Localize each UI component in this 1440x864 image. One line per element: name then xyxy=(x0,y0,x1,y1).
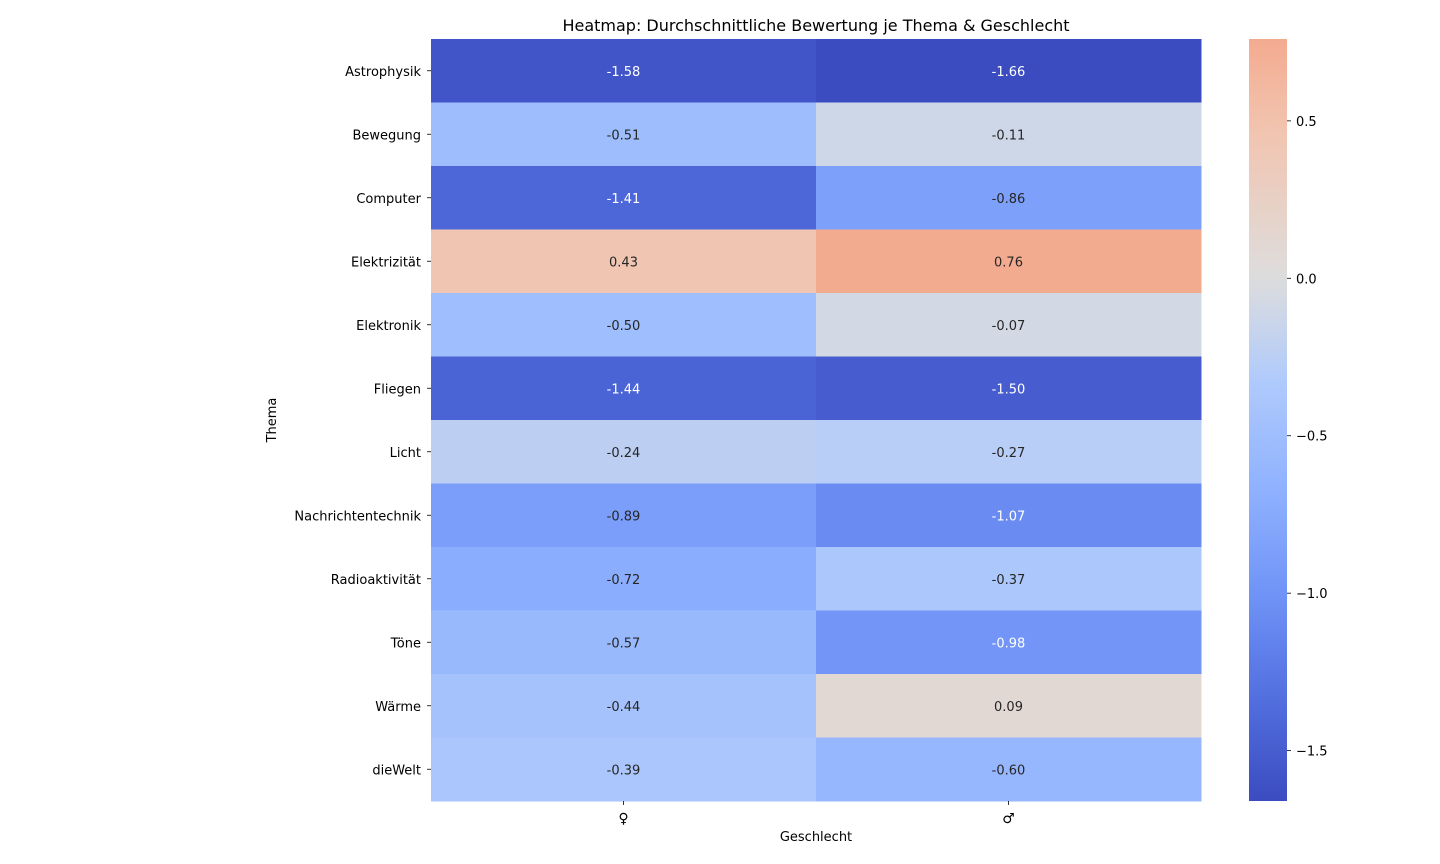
chart-title: Heatmap: Durchschnittliche Bewertung je … xyxy=(562,16,1069,35)
cell-value-label: -0.51 xyxy=(607,128,641,143)
cell-value-label: -0.44 xyxy=(607,700,641,715)
heatmap-cell xyxy=(431,420,817,484)
heatmap-cell xyxy=(431,356,817,421)
heatmap-cell xyxy=(431,610,817,675)
y-tick-label: Elektronik xyxy=(356,319,421,334)
heatmap-cell-labels: -1.58 -1.66 -0.51 -0.11 -1.41 -0.86 0.43 0.76 -0… xyxy=(607,65,1026,779)
heatmap-cell xyxy=(431,166,817,230)
heatmap-cell xyxy=(431,737,817,802)
x-tick-label: ♀ xyxy=(618,811,628,827)
cell-value-label: -0.39 xyxy=(607,763,641,778)
heatmap-cells xyxy=(431,39,1202,802)
cell-value-label: -0.60 xyxy=(992,763,1026,778)
cell-value-label: -0.57 xyxy=(607,636,641,651)
heatmap-cell xyxy=(431,547,817,611)
y-tick-label: Astrophysik xyxy=(345,65,421,80)
y-axis-label: Thema xyxy=(265,398,280,444)
cell-value-label: -0.24 xyxy=(607,446,641,461)
y-tick-label: Töne xyxy=(390,636,421,651)
heatmap-cell xyxy=(816,293,1202,357)
y-tick-label: dieWelt xyxy=(372,763,421,778)
heatmap-cell xyxy=(816,229,1202,294)
y-tick-label: Wärme xyxy=(375,700,421,715)
x-axis-ticks: ♀ ♂ xyxy=(618,801,1015,827)
colorbar xyxy=(1249,39,1287,801)
colorbar-tick-label: −1.5 xyxy=(1296,745,1328,760)
y-tick-label: Fliegen xyxy=(374,382,421,397)
colorbar-tick-label: −1.0 xyxy=(1296,587,1328,602)
heatmap-cell xyxy=(816,102,1202,167)
colorbar-tick-label: −0.5 xyxy=(1296,430,1328,445)
colorbar-tick-label: 0.0 xyxy=(1296,272,1317,287)
cell-value-label: -1.44 xyxy=(607,382,641,397)
heatmap-cell xyxy=(816,483,1202,548)
colorbar-tick-label: 0.5 xyxy=(1296,115,1317,130)
heatmap-cell xyxy=(816,166,1202,230)
y-axis-ticks: Astrophysik Bewegung Computer Elektrizität E… xyxy=(294,65,431,778)
cell-value-label: -1.41 xyxy=(607,192,641,207)
cell-value-label: -0.72 xyxy=(607,573,641,588)
heatmap-cell xyxy=(431,102,817,167)
cell-value-label: 0.76 xyxy=(994,255,1023,270)
cell-value-label: -0.50 xyxy=(607,319,641,334)
cell-value-label: -0.89 xyxy=(607,509,641,524)
heatmap-cell xyxy=(431,293,817,357)
cell-value-label: -0.11 xyxy=(992,128,1026,143)
cell-value-label: -1.50 xyxy=(992,382,1026,397)
heatmap-cell xyxy=(816,610,1202,675)
cell-value-label: -0.86 xyxy=(992,192,1026,207)
y-tick-label: Nachrichtentechnik xyxy=(294,509,421,524)
cell-value-label: -1.58 xyxy=(607,65,641,80)
heatmap-cell xyxy=(431,674,817,738)
y-tick-label: Licht xyxy=(390,446,421,461)
colorbar-ticks: 0.5 0.0 −0.5 −1.0 −1.5 xyxy=(1287,115,1328,760)
cell-value-label: -0.98 xyxy=(992,636,1026,651)
heatmap-cell xyxy=(816,420,1202,484)
cell-value-label: -0.37 xyxy=(992,573,1026,588)
cell-value-label: 0.43 xyxy=(609,255,638,270)
heatmap-cell xyxy=(431,483,817,548)
y-tick-label: Bewegung xyxy=(352,128,421,143)
cell-value-label: -0.07 xyxy=(992,319,1026,334)
cell-value-label: -1.66 xyxy=(992,65,1026,80)
heatmap-cell xyxy=(816,39,1202,103)
heatmap-cell xyxy=(816,547,1202,611)
cell-value-label: 0.09 xyxy=(994,700,1023,715)
y-tick-label: Elektrizität xyxy=(351,255,421,270)
heatmap-cell xyxy=(816,737,1202,802)
x-axis-label: Geschlecht xyxy=(780,830,852,845)
y-tick-label: Radioaktivität xyxy=(331,573,421,588)
x-tick-label: ♂ xyxy=(1002,811,1015,827)
heatmap-cell xyxy=(431,39,817,103)
heatmap-cell xyxy=(431,229,817,294)
cell-value-label: -1.07 xyxy=(992,509,1026,524)
heatmap-cell xyxy=(816,674,1202,738)
cell-value-label: -0.27 xyxy=(992,446,1026,461)
y-tick-label: Computer xyxy=(356,192,421,207)
heatmap-cell xyxy=(816,356,1202,421)
